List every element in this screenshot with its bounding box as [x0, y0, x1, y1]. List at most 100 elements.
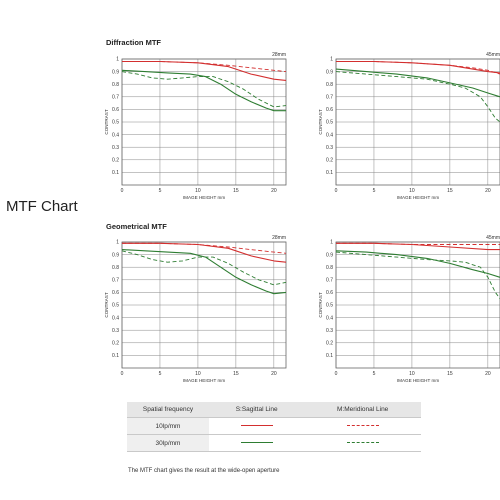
y-tick-label: 0.8 — [112, 265, 119, 271]
y-tick-label: 0.5 — [326, 303, 333, 309]
x-tick-label: 0 — [121, 371, 124, 377]
y-axis-label: CONTRAST — [104, 292, 109, 317]
y-tick-label: 0.9 — [326, 252, 333, 258]
legend-header-frequency: Spatial frequency — [127, 402, 209, 418]
y-tick-label: 0.6 — [326, 290, 333, 296]
focal-length-label: 45mm — [486, 52, 500, 58]
x-tick-label: 5 — [159, 188, 162, 194]
y-tick-label: 0.7 — [326, 278, 333, 284]
y-tick-label: 0.8 — [112, 82, 119, 88]
y-tick-label: 0.3 — [326, 145, 333, 151]
series-line-30lp-mm-m — [335, 251, 500, 299]
y-tick-label: 0.7 — [112, 95, 119, 101]
y-tick-label: 0.5 — [326, 120, 333, 126]
y-tick-label: 0.1 — [326, 353, 333, 359]
y-axis-label: CONTRAST — [104, 109, 109, 134]
series-line-10lp-mm-m — [336, 242, 500, 245]
series-line-10lp-mm-m — [336, 61, 500, 75]
dashed-line-sample — [346, 442, 379, 444]
x-tick-label: 5 — [159, 371, 162, 377]
series-line-10lp-mm-s — [122, 60, 287, 81]
y-tick-label: 0.2 — [326, 158, 333, 164]
y-axis-label: CONTRAST — [318, 292, 323, 317]
y-tick-label: 0.3 — [112, 145, 119, 151]
dashed-line-sample — [346, 425, 379, 427]
y-tick-label: 0.6 — [112, 107, 119, 113]
legend-row-30lp: 30lp/mm — [127, 434, 421, 452]
x-tick-label: 0 — [335, 188, 338, 194]
solid-line-sample — [240, 425, 273, 427]
mtf-chart-diffraction-45mm: 0.10.20.30.40.50.60.70.80.910 5 10 15 20IMAG… — [318, 52, 500, 200]
y-tick-label: 0.8 — [326, 265, 333, 271]
plot-frame — [121, 58, 287, 186]
legend-row-10lp: 10lp/mm — [127, 417, 421, 435]
mtf-chart-geometrical-45mm: 0.10.20.30.40.50.60.70.80.910 5 10 15 20IMAG… — [318, 235, 500, 383]
series-line-30lp-mm-m — [121, 250, 287, 286]
legend-sample-meridional-30lp — [304, 434, 421, 452]
y-tick-label: 0.6 — [112, 290, 119, 296]
x-axis-label: IMAGE HEIGHT mm — [397, 195, 439, 200]
x-tick-label: 20 — [271, 188, 277, 194]
y-tick-label: 0.2 — [112, 158, 119, 164]
y-tick-label: 0.7 — [326, 95, 333, 101]
x-tick-label: 10 — [195, 188, 201, 194]
solid-line-sample — [240, 442, 273, 444]
legend-sample-sagittal-30lp — [209, 434, 305, 452]
x-tick-label: 10 — [409, 371, 415, 377]
focal-length-label: 45mm — [486, 235, 500, 241]
series-line-30lp-mm-s — [335, 68, 500, 98]
y-tick-label: 0.3 — [112, 328, 119, 334]
y-tick-label: 0.5 — [112, 120, 119, 126]
x-tick-label: 20 — [485, 188, 491, 194]
y-tick-label: 0.7 — [112, 278, 119, 284]
series-line-10lp-mm-m — [122, 242, 287, 254]
series-line-30lp-mm-s — [335, 250, 500, 278]
x-tick-label: 5 — [373, 188, 376, 194]
y-tick-label: 1 — [330, 240, 333, 246]
legend-label-30lp: 30lp/mm — [127, 434, 209, 452]
y-tick-label: 0.4 — [326, 132, 333, 138]
y-tick-label: 1 — [116, 57, 119, 63]
x-tick-label: 5 — [373, 371, 376, 377]
x-axis-label: IMAGE HEIGHT mm — [183, 195, 225, 200]
legend-table: Spatial frequency S:Sagittal Line M:Meri… — [127, 402, 421, 452]
y-tick-label: 0.5 — [112, 303, 119, 309]
page-title: MTF Chart — [6, 198, 78, 215]
x-tick-label: 10 — [195, 371, 201, 377]
series-line-30lp-mm-s — [121, 69, 286, 112]
y-tick-label: 1 — [116, 240, 119, 246]
section-title-geometrical: Geometrical MTF — [106, 222, 167, 231]
x-tick-label: 10 — [409, 188, 415, 194]
legend-header-sagittal: S:Sagittal Line — [209, 402, 305, 418]
legend-label-10lp: 10lp/mm — [127, 417, 209, 435]
x-tick-label: 15 — [233, 188, 239, 194]
y-tick-label: 0.9 — [326, 69, 333, 75]
x-axis-label: IMAGE HEIGHT mm — [183, 378, 225, 383]
y-tick-label: 0.4 — [112, 132, 119, 138]
focal-length-label: 28mm — [272, 52, 286, 58]
y-tick-label: 0.4 — [326, 315, 333, 321]
legend-sample-meridional-10lp — [304, 417, 421, 435]
y-tick-label: 0.1 — [326, 170, 333, 176]
y-tick-label: 0.9 — [112, 69, 119, 75]
x-axis-label: IMAGE HEIGHT mm — [397, 378, 439, 383]
y-tick-label: 0.2 — [112, 341, 119, 347]
y-tick-label: 0.6 — [326, 107, 333, 113]
focal-length-label: 28mm — [272, 235, 286, 241]
y-tick-label: 0.2 — [326, 341, 333, 347]
y-tick-label: 1 — [330, 57, 333, 63]
plot-frame — [335, 58, 500, 186]
y-axis-label: CONTRAST — [318, 109, 323, 134]
y-tick-label: 0.4 — [112, 315, 119, 321]
y-tick-label: 0.1 — [112, 170, 119, 176]
x-tick-label: 0 — [121, 188, 124, 194]
footnote: The MTF chart gives the result at the wi… — [128, 468, 280, 474]
legend-header-row: Spatial frequency S:Sagittal Line M:Meri… — [127, 402, 421, 418]
x-tick-label: 15 — [233, 371, 239, 377]
y-tick-label: 0.9 — [112, 252, 119, 258]
section-title-diffraction: Diffraction MTF — [106, 38, 161, 47]
series-line-10lp-mm-s — [122, 242, 287, 263]
y-tick-label: 0.8 — [326, 82, 333, 88]
series-line-10lp-mm-s — [336, 242, 500, 251]
legend-sample-sagittal-10lp — [209, 417, 305, 435]
